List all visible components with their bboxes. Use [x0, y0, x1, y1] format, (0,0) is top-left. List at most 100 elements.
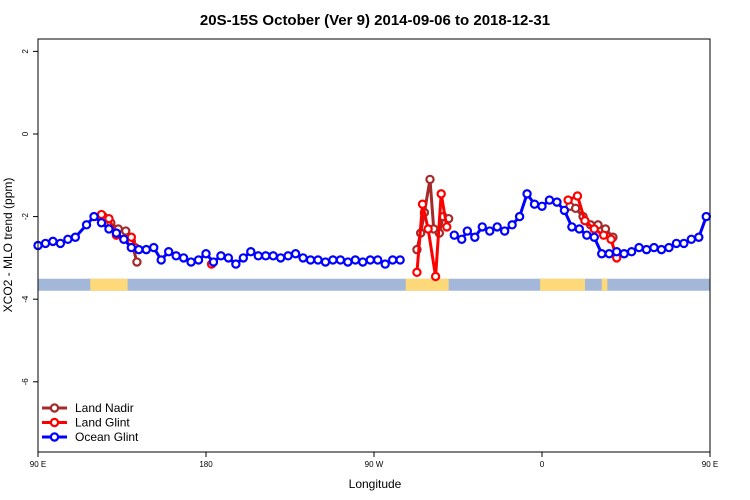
- data-point: [387, 255, 398, 265]
- data-point: [373, 255, 383, 265]
- data-point: [626, 246, 637, 257]
- series-layer: [33, 174, 711, 282]
- data-point: [171, 251, 181, 261]
- data-point: [701, 211, 711, 222]
- data-point: [425, 174, 435, 185]
- legend-marker: [49, 417, 60, 428]
- data-point: [298, 253, 308, 263]
- chart-title: 20S-15S October (Ver 9) 2014-09-06 to 20…: [200, 12, 550, 29]
- data-point: [216, 251, 226, 261]
- data-point: [499, 226, 510, 236]
- data-point: [63, 234, 73, 245]
- data-point: [119, 234, 129, 245]
- data-point: [522, 189, 532, 199]
- data-point: [55, 238, 66, 249]
- data-point: [417, 199, 428, 209]
- data-point: [570, 203, 581, 214]
- data-point: [664, 242, 674, 253]
- data-point: [462, 226, 473, 236]
- data-point: [40, 238, 51, 249]
- data-point: [604, 249, 614, 259]
- data-point: [253, 251, 263, 261]
- y-axis-label: XCO2 - MLO trend (ppm): [1, 178, 15, 313]
- data-point: [574, 224, 585, 234]
- x-tick-label: 0: [540, 460, 545, 469]
- legend-marker: [49, 403, 60, 413]
- data-point: [430, 271, 441, 282]
- y-tick-label: 2: [21, 49, 30, 54]
- data-point: [81, 220, 92, 230]
- data-point: [485, 226, 495, 236]
- data-point: [121, 226, 131, 236]
- data-point: [193, 255, 204, 265]
- data-point: [132, 257, 142, 267]
- data-point: [246, 246, 256, 257]
- legend-item-land-glint: Land Glint: [42, 416, 130, 430]
- data-point: [48, 236, 58, 247]
- data-point: [163, 246, 174, 257]
- data-point: [436, 189, 446, 199]
- data-point: [598, 230, 609, 240]
- data-point: [89, 211, 99, 222]
- data-point: [313, 255, 323, 265]
- legend-marker: [49, 432, 60, 442]
- data-point: [656, 244, 667, 255]
- data-point: [126, 242, 137, 253]
- data-point: [395, 255, 405, 265]
- data-point: [671, 238, 682, 249]
- data-point: [597, 249, 607, 259]
- data-point: [126, 232, 137, 242]
- data-point: [514, 211, 525, 222]
- data-point: [343, 257, 353, 267]
- series-ocean-glint: [33, 189, 711, 269]
- data-point: [589, 232, 599, 242]
- legend-label: Land Glint: [75, 416, 130, 430]
- data-point: [134, 244, 144, 255]
- data-point: [290, 249, 301, 259]
- land-band-1: [405, 278, 449, 291]
- legend-label: Ocean Glint: [75, 430, 139, 444]
- data-point: [328, 255, 338, 265]
- y-axis: 2 0 -2 -4 -6: [21, 49, 38, 386]
- data-point: [582, 230, 592, 240]
- x-tick-label: 90 W: [365, 460, 384, 469]
- data-point: [223, 253, 234, 263]
- data-point: [358, 257, 368, 267]
- legend-item-land-nadir: Land Nadir: [42, 401, 134, 415]
- data-point: [563, 195, 573, 205]
- y-tick-label: -6: [21, 378, 30, 386]
- data-point: [201, 249, 211, 259]
- data-point: [649, 242, 659, 253]
- data-point: [141, 244, 151, 255]
- data-point: [694, 232, 704, 242]
- data-point: [283, 251, 293, 261]
- y-tick-label: -4: [21, 295, 30, 303]
- data-point: [111, 228, 122, 238]
- data-point: [507, 220, 517, 230]
- data-point: [261, 251, 271, 261]
- data-point: [208, 257, 219, 267]
- data-point: [268, 251, 278, 261]
- data-point: [641, 244, 652, 255]
- data-point: [423, 224, 433, 234]
- data-point: [350, 255, 361, 265]
- data-point: [305, 255, 316, 265]
- data-point: [611, 246, 622, 257]
- data-point: [380, 259, 390, 269]
- x-axis-label: Longitude: [349, 477, 402, 491]
- data-point: [186, 257, 196, 267]
- series-line: [415, 192, 449, 278]
- data-point: [104, 213, 114, 224]
- data-point: [552, 197, 562, 207]
- data-point: [529, 199, 540, 209]
- data-point: [619, 249, 629, 259]
- x-tick-label: 90 E: [30, 460, 46, 469]
- data-point: [686, 234, 697, 245]
- data-point: [679, 238, 689, 249]
- legend-label: Land Nadir: [75, 401, 134, 415]
- ocean-band: [38, 278, 710, 291]
- data-point: [238, 253, 249, 263]
- data-point: [231, 259, 241, 269]
